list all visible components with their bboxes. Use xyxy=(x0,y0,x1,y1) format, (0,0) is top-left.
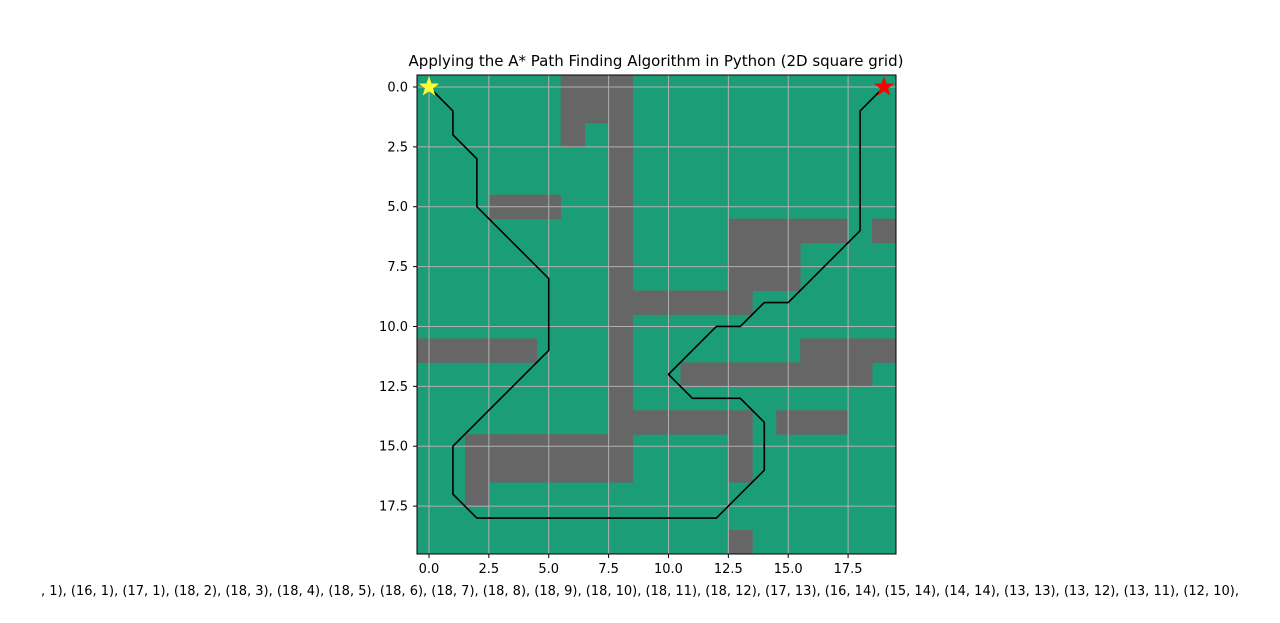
y-tick-label: 7.5 xyxy=(387,260,408,275)
obstacle-cell xyxy=(824,362,849,387)
y-tick-label: 10.0 xyxy=(379,320,408,335)
obstacle-cell xyxy=(728,458,753,483)
obstacle-cell xyxy=(440,338,466,363)
start-star-marker xyxy=(418,76,440,96)
y-axis-ticks: 0.0 2.5 5.0 7.5 10.0 12.5 15.0 17.5 xyxy=(379,80,417,515)
x-tick-label: 2.5 xyxy=(479,562,500,577)
path-layer xyxy=(428,86,885,519)
plot-frame xyxy=(416,74,897,555)
obstacle-cell xyxy=(872,338,897,363)
obstacle-cell xyxy=(872,218,897,244)
obstacle-cell xyxy=(608,266,633,291)
obstacle-cell xyxy=(632,290,657,315)
x-tick-label: 7.5 xyxy=(598,562,619,577)
x-tick-label: 10.0 xyxy=(654,562,683,577)
obstacle-cell xyxy=(752,266,777,291)
obstacle-cell xyxy=(608,170,633,196)
obstacle-cell xyxy=(488,458,514,483)
gridlines xyxy=(417,75,896,554)
obstacle-cell xyxy=(488,338,514,363)
obstacle-cell xyxy=(824,218,849,244)
obstacle-cell xyxy=(704,362,729,387)
obstacle-cell xyxy=(464,338,490,363)
obstacle-cell xyxy=(680,290,705,315)
x-axis-ticks: 0.0 2.5 5.0 7.5 10.0 12.5 15.0 17.5 xyxy=(419,554,863,577)
obstacle-cell xyxy=(680,410,705,435)
obstacle-cell xyxy=(584,458,609,483)
x-tick-label: 5.0 xyxy=(538,562,559,577)
obstacle-cell xyxy=(512,338,538,363)
obstacle-cell xyxy=(608,362,633,387)
obstacle-cell xyxy=(800,410,825,435)
obstacle-cell xyxy=(560,458,586,483)
obstacle-cell xyxy=(608,218,633,244)
obstacle-cell xyxy=(608,386,633,411)
chart-title: Applying the A* Path Finding Algorithm i… xyxy=(409,52,904,70)
obstacle-cell xyxy=(728,362,753,387)
obstacle-cell xyxy=(464,458,490,483)
obstacle-cell xyxy=(848,362,873,387)
y-tick-label: 2.5 xyxy=(387,140,408,155)
obstacle-cell xyxy=(728,266,753,291)
obstacle-cell xyxy=(728,530,753,555)
path-line xyxy=(428,86,885,519)
y-tick-label: 5.0 xyxy=(387,200,408,215)
obstacle-cell xyxy=(800,362,825,387)
obstacle-cell xyxy=(752,242,777,267)
y-tick-label: 0.0 xyxy=(387,80,408,95)
obstacle-cell xyxy=(824,410,849,435)
obstacle-cell xyxy=(584,98,609,124)
obstacle-cell xyxy=(800,218,825,244)
obstacle-cell xyxy=(608,290,633,315)
x-tick-label: 17.5 xyxy=(834,562,863,577)
y-tick-label: 17.5 xyxy=(379,500,408,515)
obstacle-cell xyxy=(824,338,849,363)
y-tick-label: 12.5 xyxy=(379,380,408,395)
obstacle-cell xyxy=(728,218,753,244)
markers xyxy=(418,76,895,96)
obstacle-cell xyxy=(464,482,490,507)
obstacle-cell xyxy=(608,410,633,435)
obstacle-cell xyxy=(560,122,586,148)
obstacle-cell xyxy=(728,242,753,267)
x-tick-label: 12.5 xyxy=(714,562,743,577)
obstacle-cell xyxy=(608,122,633,148)
obstacle-cell xyxy=(848,338,873,363)
obstacle-cell xyxy=(608,458,633,483)
obstacle-cell xyxy=(608,146,633,172)
path-coordinates-caption: , 1), (16, 1), (17, 1), (18, 2), (18, 3)… xyxy=(41,584,1239,599)
x-tick-label: 15.0 xyxy=(774,562,803,577)
obstacle-cell xyxy=(608,338,633,363)
obstacle-cell xyxy=(608,242,633,267)
obstacle-cell xyxy=(560,98,586,124)
obstacle-cell xyxy=(704,290,729,315)
obstacle-cell xyxy=(752,362,777,387)
obstacle-cell xyxy=(728,290,753,315)
goal-star-marker xyxy=(873,76,895,96)
obstacle-cell xyxy=(632,410,657,435)
x-tick-label: 0.0 xyxy=(419,562,440,577)
obstacle-cell xyxy=(752,218,777,244)
obstacle-cell xyxy=(728,410,753,435)
y-tick-label: 15.0 xyxy=(379,440,408,455)
obstacle-cell xyxy=(704,410,729,435)
obstacle-cell xyxy=(680,362,705,387)
obstacle-cell xyxy=(608,98,633,124)
obstacle-cell xyxy=(512,458,538,483)
grid-cells xyxy=(417,75,897,555)
obstacle-cell xyxy=(800,338,825,363)
